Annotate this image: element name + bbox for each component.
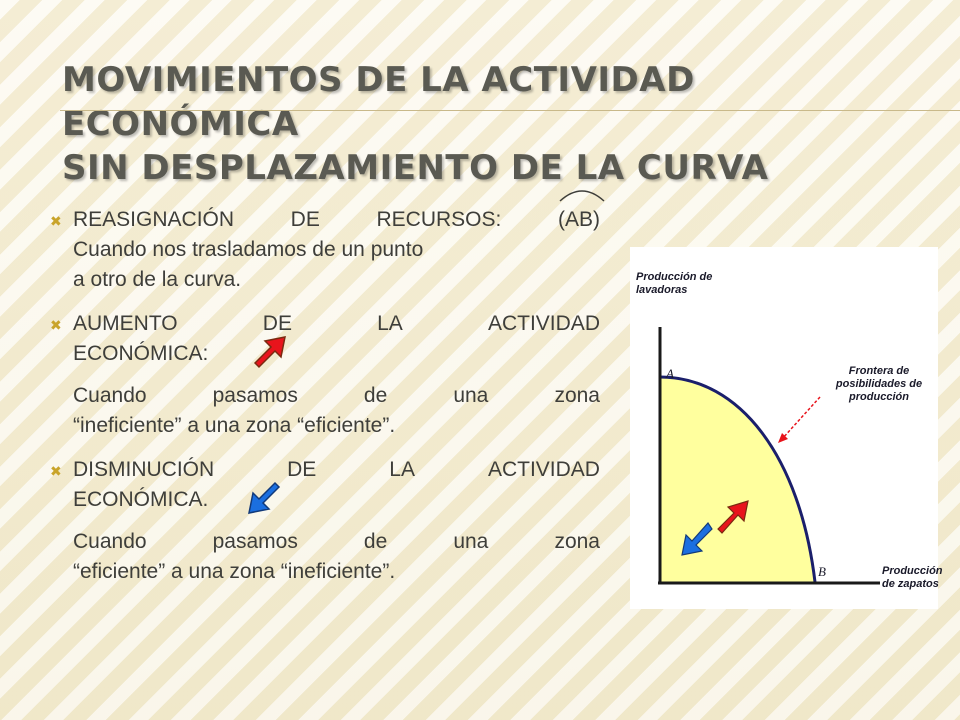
frontier-label-line: Frontera de (848, 365, 910, 377)
bullet-item-reasignacion: ✖ REASIGNACIÓN DE RECURSOS: (AB) Cuando … (48, 190, 605, 295)
y-axis-label: Producción de lavadoras (636, 271, 712, 297)
bullet-line: AUMENTO DE LA ACTIVIDAD (73, 309, 600, 339)
bullet-subtext: Cuando pasamos de una zona “ineficiente”… (48, 381, 600, 441)
point-b-label: B (818, 564, 826, 579)
red-arrow-up-right-icon (253, 336, 286, 369)
bullet-line: “ineficiente” a una zona “eficiente”. (73, 414, 396, 437)
word: DISMINUCIÓN (73, 458, 215, 481)
bullet-line: REASIGNACIÓN DE RECURSOS: (AB) (73, 190, 605, 235)
frontier-curve (659, 375, 817, 583)
y-axis-label-line: lavadoras (636, 284, 688, 296)
word: (AB) (558, 208, 600, 231)
word: DE (262, 312, 292, 335)
bullet-line: a otro de la curva. (73, 268, 242, 291)
word: Cuando (73, 384, 147, 407)
word: ACTIVIDAD (487, 312, 600, 335)
arc-icon (559, 190, 605, 202)
frontier-label-line: posibilidades de (835, 378, 923, 390)
frontier-label: Frontera de posibilidades de producción (824, 365, 934, 404)
word: DE (287, 458, 317, 481)
word: RECURSOS: (376, 208, 502, 231)
bullet-line: Cuando pasamos de una zona (73, 381, 600, 411)
label-pointer-arrow (781, 396, 821, 440)
slide-title-line-1: MOVIMIENTOS DE LA ACTIVIDAD ECONÓMICA (62, 60, 695, 144)
word: una (453, 384, 489, 407)
slide-title: MOVIMIENTOS DE LA ACTIVIDAD ECONÓMICA SI… (62, 58, 942, 190)
bullet-list: ✖ REASIGNACIÓN DE RECURSOS: (AB) Cuando … (48, 190, 605, 601)
word: LA (389, 458, 415, 481)
x-axis-label: Producción de zapatos (882, 565, 943, 591)
word: pasamos (212, 384, 298, 407)
x-axis-label-line: de zapatos (882, 578, 939, 590)
ppf-diagram-graphic (658, 327, 880, 585)
y-axis-label-line: Producción de (636, 271, 713, 283)
bullet-item-disminucion: ✖ DISMINUCIÓN DE LA ACTIVIDAD ECONÓMICA. (48, 455, 600, 515)
feasible-region (660, 377, 815, 582)
word: Cuando (73, 530, 147, 553)
word: ACTIVIDAD (487, 458, 600, 481)
bullet-text: ECONÓMICA: (73, 342, 209, 365)
x-mark-icon: ✖ (50, 317, 62, 333)
bullet-line: ECONÓMICA: (73, 336, 600, 369)
frontier-label-line: producción (849, 391, 909, 403)
bullet-line: ECONÓMICA. (73, 481, 600, 515)
blue-arrow-down-left-icon (681, 522, 713, 556)
word: una (453, 530, 489, 553)
bullet-subtext: Cuando pasamos de una zona “eficiente” a… (48, 527, 600, 587)
red-arrow-up-right-icon (717, 500, 749, 534)
word: DE (290, 208, 320, 231)
label-pointer-arrowhead (778, 433, 788, 443)
point-a-label: A (666, 366, 674, 381)
x-mark-icon: ✖ (50, 213, 62, 229)
word: AUMENTO (73, 312, 178, 335)
word: LA (377, 312, 403, 335)
word: de (363, 530, 388, 553)
bullet-line: Cuando pasamos de una zona (73, 527, 600, 557)
bullet-line: “eficiente” a una zona “ineficiente”. (73, 560, 396, 583)
x-axis-label-line: Producción (882, 565, 943, 577)
bullet-text: ECONÓMICA. (73, 488, 209, 511)
ab-arc-notation: (AB) (558, 190, 605, 235)
word: zona (554, 530, 600, 553)
x-mark-icon: ✖ (50, 463, 62, 479)
bullet-line: Cuando nos trasladamos de un punto (73, 238, 424, 261)
blue-arrow-down-left-icon (248, 481, 281, 514)
bullet-line: DISMINUCIÓN DE LA ACTIVIDAD (73, 455, 600, 485)
word: pasamos (212, 530, 298, 553)
title-divider (60, 110, 960, 111)
word: de (363, 384, 388, 407)
slide-title-line-2: SIN DESPLAZAMIENTO DE LA CURVA (62, 148, 769, 188)
ppf-diagram: Producción de lavadoras Frontera de posi… (630, 247, 943, 609)
word: zona (554, 384, 600, 407)
word: REASIGNACIÓN (73, 208, 235, 231)
bullet-item-aumento: ✖ AUMENTO DE LA ACTIVIDAD ECONÓMICA: (48, 309, 600, 369)
